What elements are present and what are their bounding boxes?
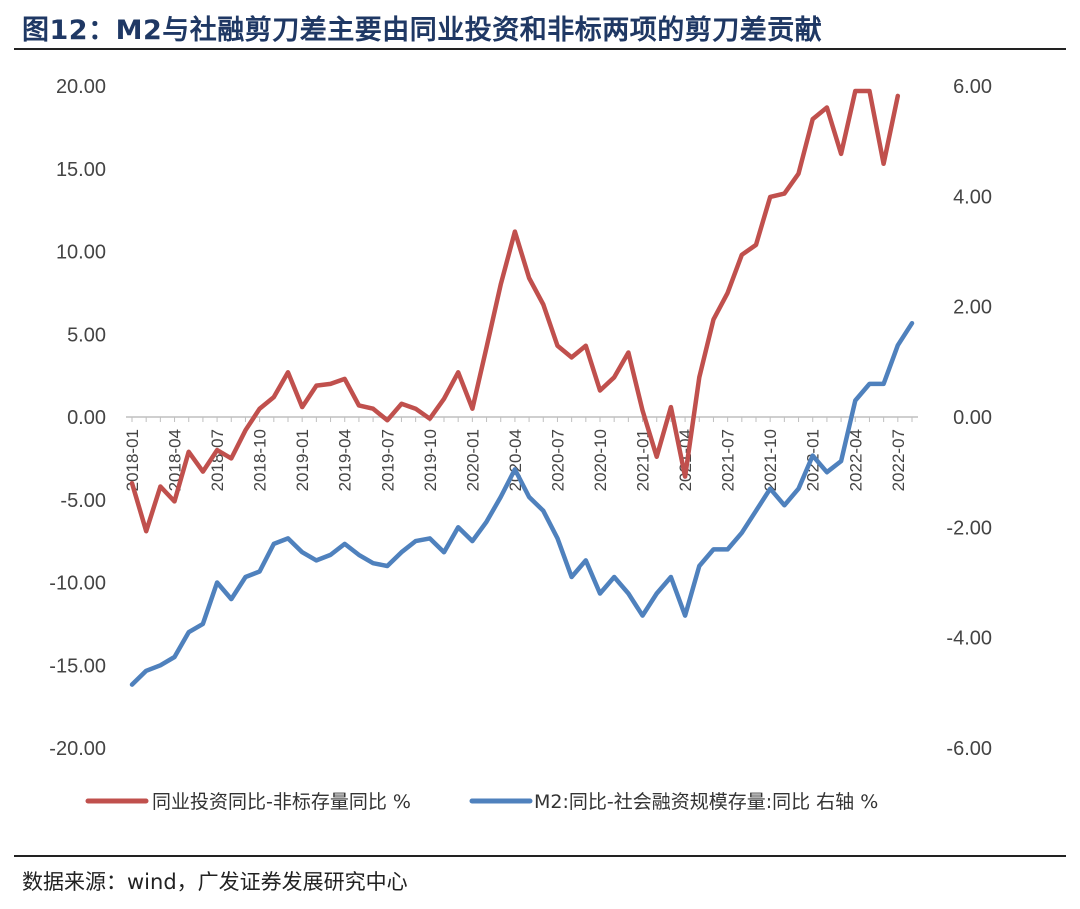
x-tick-label: 2022-04 (846, 429, 865, 491)
legend-label: 同业投资同比-非标存量同比 % (152, 791, 411, 813)
right-tick-label: -4.00 (946, 628, 992, 650)
x-tick-label: 2018-01 (123, 429, 142, 491)
left-tick-label: 20.00 (56, 76, 106, 98)
left-tick-label: -15.00 (49, 655, 106, 677)
zero-axis (126, 416, 918, 422)
source-note: 数据来源：wind，广发证券发展研究中心 (22, 870, 408, 894)
series-line-interbank (129, 88, 901, 534)
left-tick-label: -20.00 (49, 738, 106, 760)
x-tick-label: 2022-07 (889, 429, 908, 491)
chart-title: 图12：M2与社融剪刀差主要由同业投资和非标两项的剪刀差贡献 (22, 15, 823, 46)
left-axis-ticks: 20.00 15.00 10.00 5.00 0.00 -5.00 -10.00 -15.00… (49, 76, 106, 760)
x-tick-label: 2020-07 (548, 429, 567, 491)
right-tick-label: -6.00 (946, 738, 992, 760)
x-tick-label: 2021-10 (761, 429, 780, 491)
left-tick-label: 15.00 (56, 159, 106, 181)
top-rule (14, 48, 1066, 50)
x-tick-label: 2019-04 (336, 429, 355, 491)
x-tick-label: 2019-10 (421, 429, 440, 491)
right-tick-label: -2.00 (946, 517, 992, 539)
x-tick-label: 2022-01 (804, 429, 823, 491)
x-tick-label: 2019-07 (378, 429, 397, 491)
x-tick-label: 2020-10 (591, 429, 610, 491)
left-tick-label: 5.00 (67, 324, 106, 346)
x-tick-label: 2018-10 (251, 429, 270, 491)
right-tick-label: 0.00 (953, 407, 992, 429)
legend: 同业投资同比-非标存量同比 % M2:同比-社会融资规模存量:同比 右轴 % (85, 791, 878, 813)
left-tick-label: -5.00 (60, 490, 106, 512)
right-axis-ticks: 6.00 4.00 2.00 0.00 -2.00 -4.00 -6.00 (946, 76, 992, 760)
left-tick-label: 10.00 (56, 242, 106, 264)
left-tick-label: 0.00 (67, 407, 106, 429)
left-tick-label: -10.00 (49, 573, 106, 595)
legend-label: M2:同比-社会融资规模存量:同比 右轴 % (534, 791, 878, 813)
series-line-m2-tsf (129, 320, 915, 687)
bottom-rule (14, 855, 1066, 857)
right-tick-label: 6.00 (953, 76, 992, 98)
right-tick-label: 4.00 (953, 186, 992, 208)
right-tick-label: 2.00 (953, 297, 992, 319)
x-tick-label: 2019-01 (293, 429, 312, 491)
x-tick-label: 2021-07 (719, 429, 738, 491)
x-tick-label: 2021-01 (634, 429, 653, 491)
x-tick-label: 2020-01 (463, 429, 482, 491)
x-tick-label: 2018-07 (208, 429, 227, 491)
series-lines (129, 88, 915, 687)
